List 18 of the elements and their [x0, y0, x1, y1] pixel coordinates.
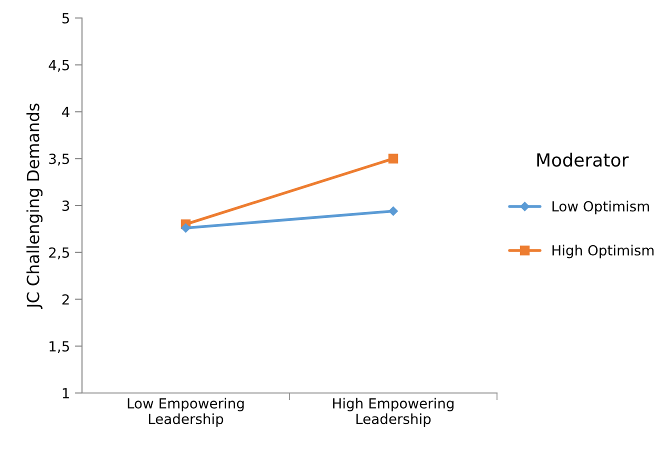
- legend-label: High Optimism: [552, 244, 654, 258]
- y-tick-label: 1: [62, 388, 69, 398]
- y-tick-label: 5: [62, 13, 69, 24]
- y-tick-label: 2,5: [49, 247, 69, 260]
- y-tick-label: 2: [62, 294, 69, 305]
- point: [181, 223, 190, 233]
- x-tick-label: High Empowering Leadership: [333, 398, 454, 427]
- point: [388, 154, 398, 164]
- y-tick-label: 4,5: [48, 60, 69, 72]
- y-tick-label: 1,5: [50, 341, 69, 354]
- legend-title: Moderator: [537, 152, 629, 167]
- point: [388, 206, 398, 216]
- y-tick-label: 4: [62, 106, 70, 118]
- y-axis-title: JC Challenging Demands: [26, 104, 43, 310]
- legend-label: Low Optimism: [552, 200, 649, 214]
- y-tick-label: 3: [62, 200, 70, 211]
- x-tick-label: Low Empowering Leadership: [128, 398, 244, 427]
- y-tick-label: 3,5: [49, 154, 69, 166]
